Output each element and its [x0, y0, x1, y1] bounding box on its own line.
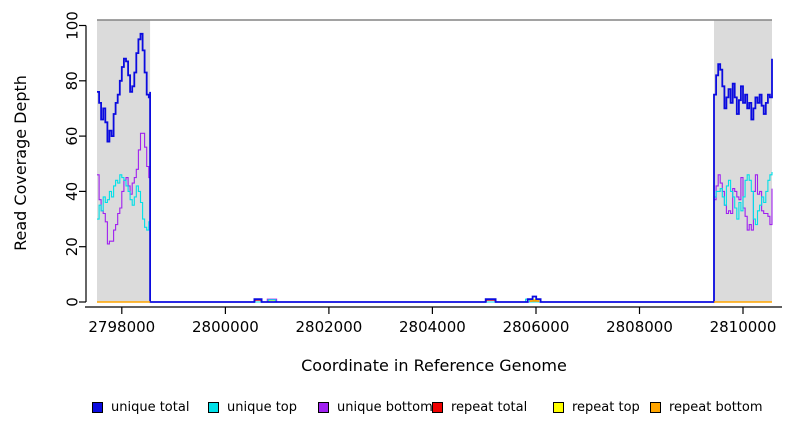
legend-item-unique-top: unique top: [208, 399, 297, 415]
legend-item-unique-total: unique total: [92, 399, 189, 415]
series-repeat-bottom-line: [530, 300, 540, 302]
y-tick-label: 100: [63, 11, 81, 40]
x-tick-label: 2808000: [606, 318, 673, 336]
x-axis-title: Coordinate in Reference Genome: [301, 356, 567, 375]
legend-swatch: [650, 401, 661, 413]
legend-label: repeat bottom: [669, 399, 763, 415]
x-tick-label: 2800000: [192, 318, 259, 336]
legend-item-unique-bottom: unique bottom: [318, 399, 433, 415]
legend-swatch: [553, 401, 564, 413]
y-tick-label: 40: [63, 182, 81, 201]
legend-swatch: [432, 401, 443, 413]
legend-label: unique total: [111, 399, 190, 415]
x-tick-label: 2798000: [88, 318, 155, 336]
legend-label: unique top: [227, 399, 298, 415]
legend-label: repeat total: [451, 399, 528, 415]
legend-swatch: [208, 401, 219, 413]
y-tick-label: 80: [63, 71, 81, 90]
plot-area: 2798000 2800000 2802000 2804000 2806000 28080…: [11, 11, 782, 375]
legend: unique total unique top unique bottom repea…: [0, 399, 792, 419]
x-tick-label: 2810000: [710, 318, 777, 336]
x-tick-label: 2804000: [399, 318, 466, 336]
series-unique-bottom-line: [97, 132, 773, 303]
series-unique-total-line: [97, 32, 773, 303]
y-tick-label: 0: [63, 297, 81, 307]
y-axis-title: Read Coverage Depth: [11, 75, 30, 251]
legend-label: unique bottom: [337, 399, 433, 415]
legend-item-repeat-top: repeat top: [553, 399, 640, 415]
legend-item-repeat-total: repeat total: [432, 399, 527, 415]
y-tick-label: 20: [63, 237, 81, 256]
y-tick-label: 60: [63, 127, 81, 146]
series-unique-top-line: [97, 158, 773, 303]
shaded-region: [714, 20, 772, 302]
legend-swatch: [92, 401, 103, 413]
x-tick-label: 2802000: [295, 318, 362, 336]
legend-label: repeat top: [572, 399, 640, 415]
legend-swatch: [318, 401, 329, 413]
x-tick-label: 2806000: [503, 318, 570, 336]
legend-item-repeat-bottom: repeat bottom: [650, 399, 763, 415]
